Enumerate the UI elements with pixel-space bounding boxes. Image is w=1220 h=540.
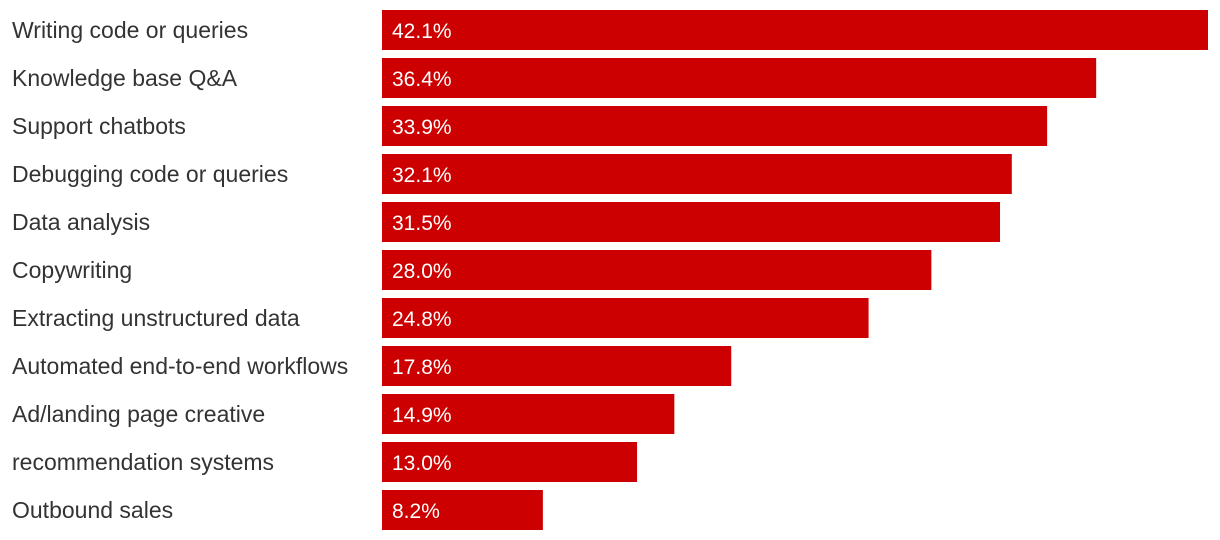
bar: [382, 106, 1048, 146]
category-label: Debugging code or queries: [12, 161, 288, 187]
value-label: 32.1%: [392, 164, 452, 187]
value-label: 28.0%: [392, 260, 452, 283]
bar: [382, 442, 638, 482]
category-label: Data analysis: [12, 209, 150, 235]
bar: [382, 298, 869, 338]
value-label: 33.9%: [392, 116, 452, 139]
category-label: recommendation systems: [12, 449, 274, 475]
category-label: Automated end-to-end workflows: [12, 353, 348, 379]
category-label: Ad/landing page creative: [12, 401, 265, 427]
category-label: Support chatbots: [12, 113, 186, 139]
bar: [382, 394, 675, 434]
bar: [382, 154, 1012, 194]
value-label: 14.9%: [392, 404, 452, 427]
bar: [382, 58, 1097, 98]
category-label: Extracting unstructured data: [12, 305, 300, 331]
value-label: 36.4%: [392, 68, 452, 91]
value-label: 24.8%: [392, 308, 452, 331]
value-label: 8.2%: [392, 500, 440, 523]
category-label: Knowledge base Q&A: [12, 65, 238, 91]
bar: [382, 202, 1001, 242]
value-label: 13.0%: [392, 452, 452, 475]
category-label: Outbound sales: [12, 497, 173, 523]
category-label: Copywriting: [12, 257, 132, 283]
value-label: 17.8%: [392, 356, 452, 379]
value-label: 42.1%: [392, 20, 452, 43]
category-label: Writing code or queries: [12, 17, 248, 43]
bar: [382, 346, 732, 386]
value-label: 31.5%: [392, 212, 452, 235]
bar: [382, 250, 932, 290]
bar: [382, 10, 1208, 50]
bar: [382, 490, 543, 530]
